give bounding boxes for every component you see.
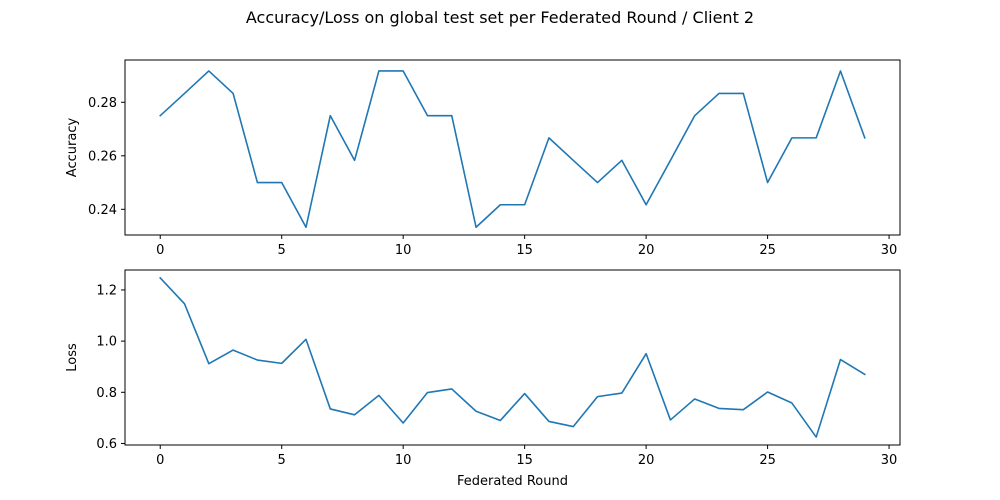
loss-x-tick-label: 0 [156, 453, 164, 468]
accuracy-y-tick-label: 0.24 [88, 203, 117, 218]
accuracy-y-tick-label: 0.28 [88, 96, 117, 111]
accuracy-x-tick-label: 30 [881, 243, 898, 258]
loss-x-tick-label: 15 [516, 453, 533, 468]
loss-x-tick-label: 20 [638, 453, 655, 468]
accuracy-x-tick-label: 5 [278, 243, 286, 258]
loss-y-tick-label: 0.8 [96, 386, 117, 401]
accuracy-x-tick-label: 15 [516, 243, 533, 258]
figure-title: Accuracy/Loss on global test set per Fed… [246, 8, 754, 27]
loss-y-tick-label: 1.0 [96, 335, 117, 350]
loss-x-tick-label: 30 [881, 453, 898, 468]
accuracy-x-tick-label: 10 [395, 243, 412, 258]
loss-x-axis-label: Federated Round [457, 474, 568, 489]
loss-y-tick-label: 1.2 [96, 283, 117, 298]
loss-x-tick-label: 5 [278, 453, 286, 468]
accuracy-y-axis-label: Accuracy [65, 118, 80, 178]
loss-subplot: 0 5 10 15 20 25 30 0.6 0.8 1.0 1.2 Loss Federated Ro… [65, 269, 901, 489]
loss-axes-frame [124, 269, 901, 446]
accuracy-series-line [159, 70, 866, 229]
loss-x-tick-label: 10 [395, 453, 412, 468]
accuracy-y-tick-label: 0.26 [88, 149, 117, 164]
accuracy-x-tick-label: 0 [156, 243, 164, 258]
loss-y-tick-label: 0.6 [96, 437, 117, 452]
accuracy-x-tick-label: 25 [759, 243, 776, 258]
loss-series-line [159, 276, 866, 438]
accuracy-axes-frame [124, 59, 901, 236]
accuracy-x-tick-label: 20 [638, 243, 655, 258]
loss-y-axis-label: Loss [65, 343, 80, 372]
loss-x-tick-label: 25 [759, 453, 776, 468]
accuracy-subplot: 0 5 10 15 20 25 30 0.24 0.26 0.28 Accuracy [65, 59, 901, 258]
